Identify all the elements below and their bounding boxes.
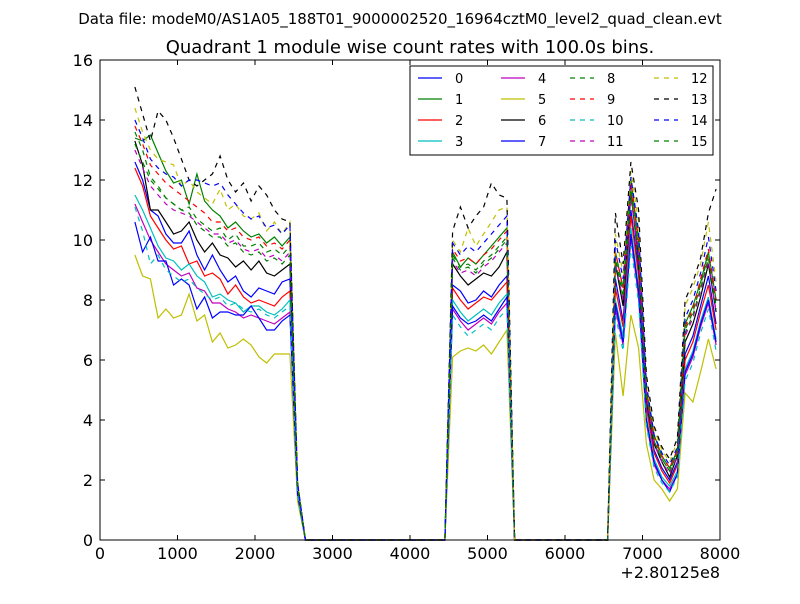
legend-label-6: 6	[538, 114, 546, 129]
legend-label-7: 7	[538, 135, 546, 150]
x-axis: 0 1000 2000 3000 4000 5000 6000 7000 8000	[95, 60, 740, 563]
x-tick-label: 1000	[157, 544, 198, 563]
legend-label-1: 1	[455, 93, 463, 108]
legend-label-4: 4	[538, 72, 546, 87]
chart-title: Quadrant 1 module wise count rates with …	[166, 37, 655, 58]
y-tick-label: 10	[73, 231, 93, 250]
series-line-13	[134, 86, 717, 541]
x-offset-label: +2.80125e8	[620, 563, 720, 582]
x-tick-label: 2000	[235, 544, 276, 563]
legend-label-12: 12	[691, 72, 708, 87]
series-line-12	[134, 107, 717, 541]
legend-label-14: 14	[691, 114, 708, 129]
series-line-9	[134, 125, 717, 541]
legend-label-11: 11	[607, 135, 624, 150]
x-tick-label: 5000	[467, 544, 508, 563]
y-tick-label: 2	[83, 471, 93, 490]
x-tick-label: 7000	[622, 544, 663, 563]
legend-label-13: 13	[691, 93, 708, 108]
y-tick-label: 6	[83, 351, 93, 370]
legend-label-8: 8	[607, 72, 615, 87]
legend-label-9: 9	[607, 93, 615, 108]
x-tick-label: 0	[95, 544, 105, 563]
x-tick-label: 8000	[700, 544, 741, 563]
y-tick-label: 4	[83, 411, 93, 430]
y-tick-label: 14	[73, 111, 93, 130]
legend-label-5: 5	[538, 93, 546, 108]
legend-label-0: 0	[455, 72, 463, 87]
x-tick-label: 6000	[545, 544, 586, 563]
y-tick-label: 8	[83, 291, 93, 310]
legend-box	[409, 65, 714, 156]
legend-label-10: 10	[607, 114, 624, 129]
y-tick-label: 12	[73, 171, 93, 190]
suptitle: Data file: modeM0/AS1A05_188T01_90000025…	[78, 10, 722, 29]
y-tick-label: 16	[73, 51, 93, 70]
legend-label-3: 3	[455, 135, 463, 150]
legend-label-2: 2	[455, 114, 463, 129]
x-tick-label: 3000	[312, 544, 353, 563]
y-tick-label: 0	[83, 531, 93, 550]
x-tick-label: 4000	[390, 544, 431, 563]
legend-label-15: 15	[691, 135, 708, 150]
series-line-11	[134, 149, 717, 541]
